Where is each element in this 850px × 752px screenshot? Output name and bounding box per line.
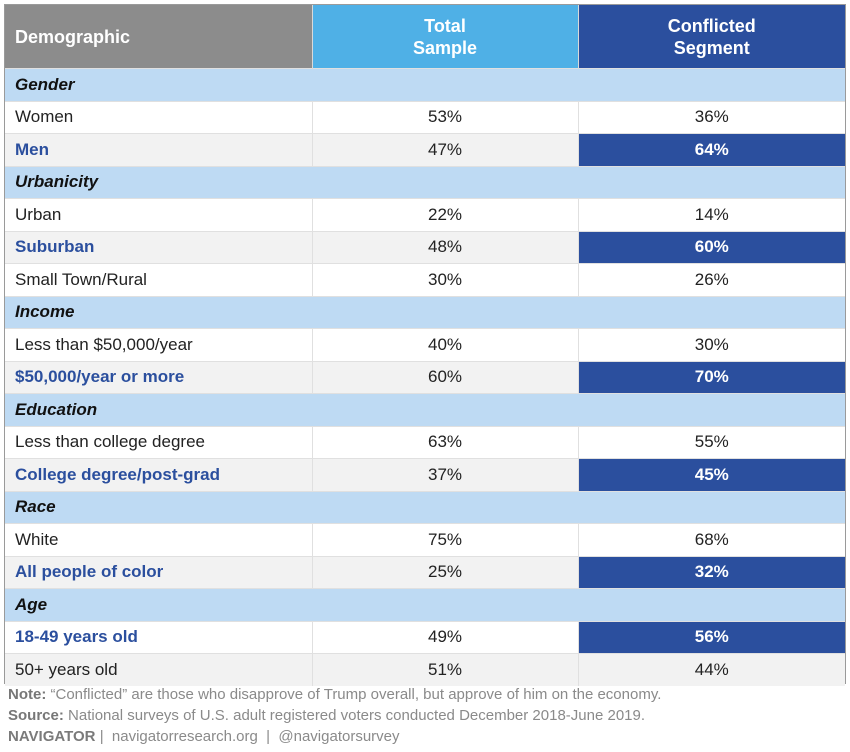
header-demographic: Demographic	[5, 5, 312, 69]
row-label: 50+ years old	[5, 653, 312, 686]
brand-name: NAVIGATOR	[8, 728, 96, 745]
category-label: Education	[5, 393, 845, 426]
total-sample-cell: 75%	[311, 523, 578, 556]
category-label: Race	[5, 490, 845, 524]
category-row: Race	[5, 490, 845, 524]
conflicted-segment-cell: 14%	[577, 198, 845, 231]
row-label: $50,000/year or more	[5, 360, 312, 394]
total-sample-cell: 53%	[311, 100, 578, 134]
total-sample-cell: 48%	[311, 230, 578, 264]
total-sample-cell: 63%	[311, 425, 578, 459]
footnotes: Note: “Conflicted” are those who disappr…	[8, 684, 661, 747]
table-row: White 75% 68%	[5, 523, 845, 556]
table-row: Women 53% 36%	[5, 100, 845, 134]
conflicted-segment-cell: 32%	[577, 555, 845, 589]
table-body: Gender Women 53% 36% Men 47% 64% Urbanicity Urba…	[5, 68, 845, 686]
total-sample-cell: 40%	[311, 328, 578, 361]
total-sample-cell: 47%	[311, 133, 578, 166]
category-label: Income	[5, 295, 845, 329]
header-row: Demographic Total Sample Conflicted Segm…	[5, 5, 845, 69]
category-row: Gender	[5, 68, 845, 101]
total-sample-cell: 60%	[311, 360, 578, 394]
demographics-table: Demographic Total Sample Conflicted Segm…	[5, 5, 845, 686]
conflicted-segment-cell: 30%	[577, 328, 845, 361]
table-row: All people of color 25% 32%	[5, 555, 845, 589]
category-label: Gender	[5, 68, 845, 101]
conflicted-segment-cell: 45%	[577, 458, 845, 491]
source-label: Source:	[8, 707, 64, 724]
conflicted-segment-cell: 26%	[577, 263, 845, 296]
table-row: Less than $50,000/year 40% 30%	[5, 328, 845, 361]
conflicted-segment-cell: 44%	[577, 653, 845, 686]
source-text: National surveys of U.S. adult registere…	[68, 707, 646, 724]
conflicted-segment-cell: 68%	[577, 523, 845, 556]
row-label: Less than college degree	[5, 425, 312, 459]
category-label: Age	[5, 588, 845, 621]
row-label: Women	[5, 100, 312, 134]
conflicted-segment-cell: 64%	[577, 133, 845, 166]
table-row: College degree/post-grad 37% 45%	[5, 458, 845, 491]
note-line: Note: “Conflicted” are those who disappr…	[8, 684, 661, 705]
row-label: Suburban	[5, 230, 312, 264]
conflicted-segment-cell: 56%	[577, 620, 845, 654]
category-row: Urbanicity	[5, 165, 845, 199]
table-row: Less than college degree 63% 55%	[5, 425, 845, 459]
table-row: 50+ years old 51% 44%	[5, 653, 845, 686]
row-label: College degree/post-grad	[5, 458, 312, 491]
row-label: Men	[5, 133, 312, 166]
total-sample-cell: 49%	[311, 620, 578, 654]
note-label: Note:	[8, 686, 47, 703]
header-conflicted-text: Conflicted Segment	[667, 15, 756, 58]
conflicted-segment-cell: 70%	[577, 360, 845, 394]
source-line: Source: National surveys of U.S. adult r…	[8, 705, 661, 726]
row-label: Less than $50,000/year	[5, 328, 312, 361]
table-row: Small Town/Rural 30% 26%	[5, 263, 845, 296]
total-sample-cell: 37%	[311, 458, 578, 491]
note-text: “Conflicted” are those who disapprove of…	[50, 686, 662, 703]
total-sample-cell: 51%	[311, 653, 578, 686]
row-label: White	[5, 523, 312, 556]
table-row: 18-49 years old 49% 56%	[5, 620, 845, 654]
category-label: Urbanicity	[5, 165, 845, 199]
total-sample-cell: 22%	[311, 198, 578, 231]
table-row: Men 47% 64%	[5, 133, 845, 166]
header-total-text: Total Sample	[412, 15, 478, 58]
brand-links: | navigatorresearch.org | @navigatorsurv…	[99, 728, 400, 745]
total-sample-cell: 25%	[311, 555, 578, 589]
category-row: Age	[5, 588, 845, 621]
row-label: 18-49 years old	[5, 620, 312, 654]
header-conflicted-segment: Conflicted Segment	[577, 5, 845, 69]
table-row: Suburban 48% 60%	[5, 230, 845, 264]
row-label: Urban	[5, 198, 312, 231]
row-label: All people of color	[5, 555, 312, 589]
table-row: Urban 22% 14%	[5, 198, 845, 231]
brand-line: NAVIGATOR | navigatorresearch.org | @nav…	[8, 726, 661, 747]
conflicted-segment-cell: 55%	[577, 425, 845, 459]
conflicted-segment-cell: 36%	[577, 100, 845, 134]
category-row: Income	[5, 295, 845, 329]
row-label: Small Town/Rural	[5, 263, 312, 296]
total-sample-cell: 30%	[311, 263, 578, 296]
header-total-sample: Total Sample	[311, 5, 578, 69]
table-row: $50,000/year or more 60% 70%	[5, 360, 845, 394]
table-frame: Demographic Total Sample Conflicted Segm…	[4, 4, 846, 686]
category-row: Education	[5, 393, 845, 426]
conflicted-segment-cell: 60%	[577, 230, 845, 264]
